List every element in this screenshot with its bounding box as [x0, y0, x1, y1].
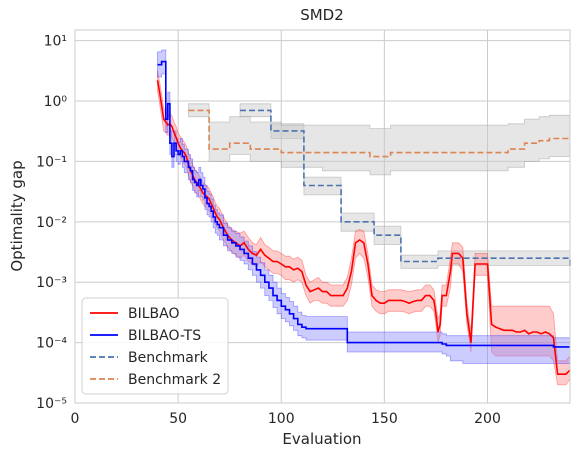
line-bilbao-ts [157, 60, 570, 348]
x-tick-labels: 0 50 100 150 200 [71, 411, 501, 427]
legend: BILBAO BILBAO-TS Benchmark Benchmark 2 [81, 297, 229, 395]
legend-label: BILBAO-TS [128, 328, 201, 344]
y-tick-label: 10¹ [44, 34, 67, 50]
y-tick-label: 10⁰ [44, 94, 68, 110]
y-tick-labels: 10⁻⁵ 10⁻⁴ 10⁻³ 10⁻² 10⁻¹ 10⁰ 10¹ [36, 34, 67, 412]
band-benchmark-2 [188, 103, 571, 176]
grid [75, 30, 570, 403]
line-benchmark-2 [188, 109, 570, 158]
legend-box [81, 297, 229, 395]
y-tick-label: 10⁻⁴ [36, 336, 67, 352]
x-axis-label: Evaluation [282, 430, 361, 448]
legend-label: Benchmark [128, 350, 209, 366]
x-tick-label: 150 [371, 411, 398, 427]
y-tick-label: 10⁻¹ [36, 154, 67, 170]
x-tick-label: 200 [474, 411, 501, 427]
band-bilbao-ts [157, 49, 571, 364]
y-axis-label: Optimality gap [8, 160, 26, 271]
y-tick-label: 10⁻³ [36, 275, 67, 291]
y-tick-label: 10⁻⁵ [36, 396, 67, 412]
y-tick-label: 10⁻² [36, 215, 67, 231]
band-benchmark [239, 103, 571, 274]
line-benchmark [240, 109, 571, 267]
legend-label: Benchmark 2 [128, 372, 221, 388]
plot-frame [74, 29, 571, 404]
legend-label: BILBAO [128, 306, 180, 322]
x-tick-label: 0 [71, 411, 80, 427]
x-tick-label: 100 [268, 411, 295, 427]
chart-title: SMD2 [300, 6, 344, 24]
series-lines [156, 60, 571, 375]
x-tick-label: 50 [169, 411, 187, 427]
